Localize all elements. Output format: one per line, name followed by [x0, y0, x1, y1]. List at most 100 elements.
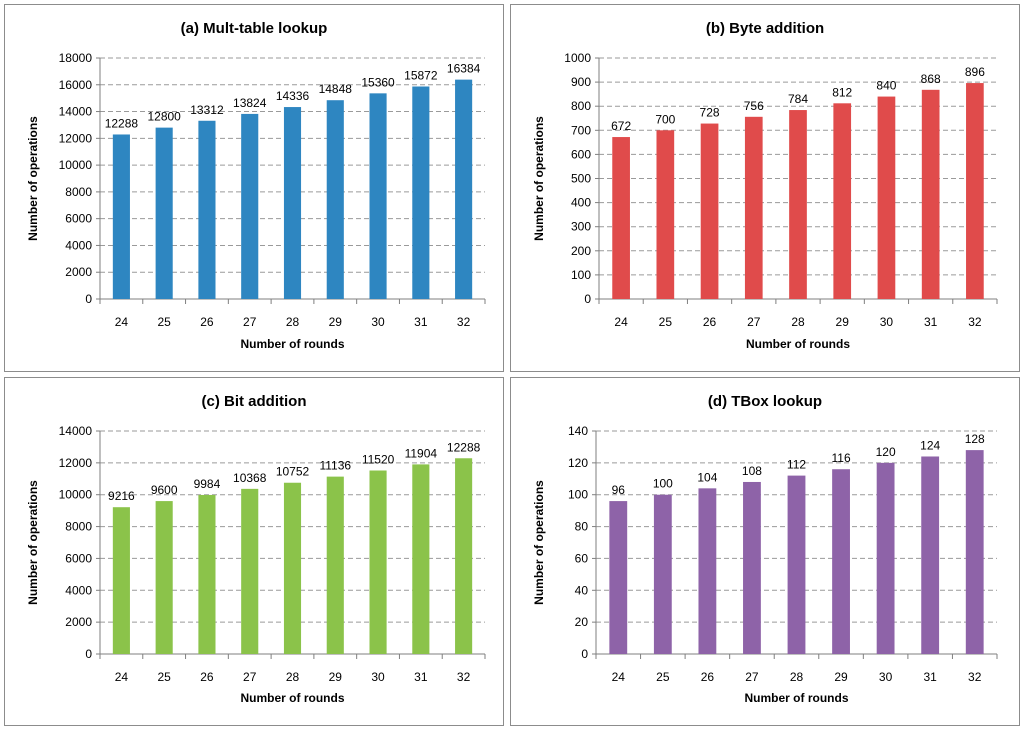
x-axis-label: Number of rounds [746, 337, 850, 351]
data-label: 13824 [233, 96, 267, 110]
x-tick-label: 28 [286, 315, 300, 329]
data-label: 756 [744, 99, 764, 113]
bar [241, 113, 259, 299]
data-label: 100 [653, 477, 673, 491]
bar [787, 475, 806, 654]
data-label: 11520 [362, 453, 395, 467]
y-tick-label: 10000 [59, 158, 93, 172]
bar [112, 134, 130, 299]
y-tick-label: 60 [575, 551, 589, 565]
chart-panel-tbox-lookup: (d) TBox lookup 0 20 40 60 80 100 120 140 96 24 100… [510, 377, 1020, 726]
x-tick-label: 30 [371, 315, 385, 329]
x-tick-label: 24 [612, 670, 626, 684]
x-tick-label: 31 [923, 670, 937, 684]
data-label: 120 [876, 445, 896, 459]
y-tick-label: 800 [571, 99, 591, 113]
bar [155, 127, 173, 299]
data-label: 11904 [405, 446, 438, 460]
y-tick-label: 14000 [59, 105, 93, 119]
y-tick-label: 0 [85, 292, 92, 306]
y-tick-label: 8000 [65, 520, 92, 534]
x-tick-label: 31 [414, 315, 428, 329]
bar [832, 469, 850, 654]
y-tick-label: 300 [571, 220, 591, 234]
chart-title: (d) TBox lookup [708, 393, 822, 410]
x-axis-label: Number of rounds [745, 691, 849, 705]
data-label: 124 [920, 438, 940, 452]
y-tick-label: 12000 [59, 456, 93, 470]
data-label: 116 [831, 451, 850, 465]
bar [833, 103, 852, 299]
bar [656, 130, 675, 299]
bar [112, 507, 130, 654]
y-tick-label: 2000 [65, 615, 92, 629]
bar [700, 123, 719, 299]
y-tick-label: 0 [584, 292, 591, 306]
bar [326, 100, 344, 299]
y-tick-label: 4000 [65, 238, 92, 252]
chart-panel-bit-addition: (c) Bit addition 0 2000 4000 6000 8000 10000 12… [4, 377, 504, 726]
bar [241, 488, 259, 654]
x-tick-label: 32 [968, 670, 982, 684]
y-tick-label: 200 [571, 244, 591, 258]
bar [921, 89, 940, 299]
data-label: 700 [655, 112, 675, 126]
y-tick-label: 600 [571, 147, 591, 161]
data-label: 13312 [190, 103, 224, 117]
x-tick-label: 24 [614, 315, 628, 329]
x-tick-label: 30 [879, 670, 893, 684]
bar [283, 482, 302, 654]
y-axis-label: Number of operations [532, 480, 546, 605]
data-label: 112 [787, 458, 806, 472]
bar [965, 450, 984, 654]
chart-title: (a) Mult-table lookup [181, 20, 328, 37]
y-tick-label: 8000 [65, 185, 92, 199]
x-tick-label: 26 [200, 670, 214, 684]
bar [283, 107, 302, 300]
y-tick-label: 6000 [65, 551, 92, 565]
x-axis-label: Number of rounds [241, 337, 345, 351]
x-tick-label: 25 [157, 315, 171, 329]
x-axis-label: Number of rounds [241, 691, 345, 705]
data-label: 12288 [105, 116, 139, 130]
chart-panel-mult-table: (a) Mult-table lookup 0 2000 4000 6000 8000 10… [4, 4, 504, 372]
y-tick-label: 140 [568, 424, 588, 438]
x-tick-label: 30 [371, 670, 385, 684]
x-tick-label: 27 [747, 315, 761, 329]
data-label: 14848 [319, 82, 353, 96]
x-tick-label: 31 [924, 315, 938, 329]
x-tick-label: 29 [836, 315, 850, 329]
data-label: 10752 [276, 465, 310, 479]
data-label: 728 [700, 106, 720, 120]
data-label: 10368 [233, 471, 267, 485]
data-label: 812 [832, 85, 852, 99]
y-tick-label: 18000 [59, 51, 93, 65]
data-label: 14336 [276, 89, 310, 103]
bar [198, 120, 216, 299]
x-tick-label: 24 [115, 670, 129, 684]
x-tick-label: 24 [115, 315, 129, 329]
y-tick-label: 120 [568, 456, 588, 470]
data-label: 11136 [319, 459, 351, 473]
y-tick-label: 14000 [59, 424, 93, 438]
y-tick-label: 500 [571, 172, 591, 186]
y-tick-label: 10000 [59, 488, 93, 502]
x-tick-label: 29 [329, 670, 343, 684]
bar [612, 137, 630, 299]
bar [966, 83, 984, 300]
data-label: 868 [921, 72, 941, 86]
x-tick-label: 28 [790, 670, 804, 684]
y-tick-label: 400 [571, 196, 591, 210]
bar [412, 464, 430, 654]
chart-svg-bit-addition: (c) Bit addition 0 2000 4000 6000 8000 10000 12… [26, 393, 486, 705]
y-tick-label: 100 [568, 488, 588, 502]
x-tick-label: 30 [880, 315, 894, 329]
y-tick-label: 900 [571, 75, 591, 89]
bar [369, 470, 387, 654]
x-tick-label: 32 [457, 315, 471, 329]
bar [455, 79, 473, 299]
chart-svg-tbox-lookup: (d) TBox lookup 0 20 40 60 80 100 120 140 96 24 100… [532, 393, 998, 705]
x-tick-label: 27 [243, 315, 257, 329]
y-tick-label: 40 [575, 583, 589, 597]
bar [455, 458, 473, 654]
